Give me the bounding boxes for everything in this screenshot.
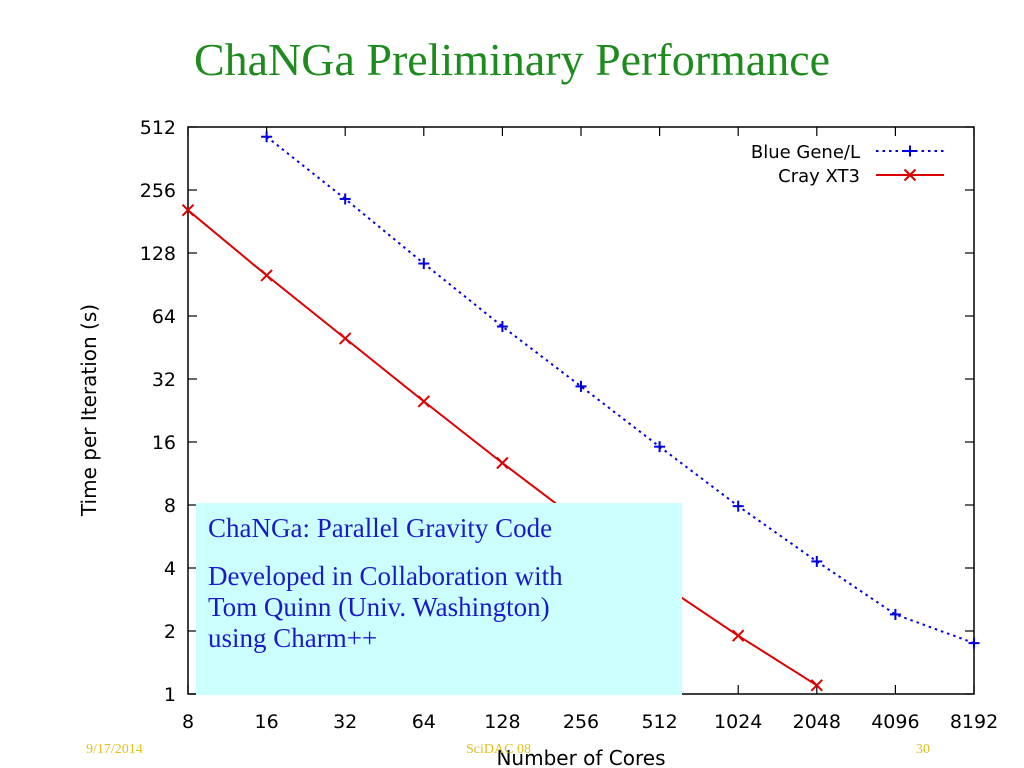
y-tick-label: 4 (164, 558, 176, 580)
legend-label: Blue Gene/L (751, 142, 860, 163)
y-tick-label: 64 (152, 306, 176, 328)
footer-page-number: 30 (916, 742, 930, 757)
x-tick-label: 8 (182, 711, 194, 733)
data-point-blue-gene (261, 131, 273, 143)
y-tick-label: 128 (140, 243, 176, 265)
info-line-4: using Charm++ (208, 623, 378, 653)
data-point-blue-gene (889, 608, 901, 620)
data-point-cray (731, 629, 745, 642)
data-point-blue-gene (968, 637, 980, 649)
x-axis-title: Number of Cores (496, 746, 665, 768)
data-point-cray (338, 332, 352, 345)
footer-date: 9/17/2014 (86, 742, 143, 757)
data-point-blue-gene (732, 500, 744, 512)
x-tick-label: 512 (641, 711, 677, 733)
x-tick-label: 32 (333, 711, 357, 733)
x-tick-label: 256 (563, 711, 599, 733)
y-tick-label: 1 (164, 684, 176, 706)
legend-marker (903, 168, 917, 182)
data-point-blue-gene (654, 441, 666, 453)
y-axis-title: Time per Iteration (s) (77, 304, 101, 517)
y-tick-label: 256 (140, 180, 176, 202)
x-tick-label: 2048 (793, 711, 841, 733)
data-point-cray (181, 203, 195, 217)
footer-event: SciDAC 08 (466, 742, 531, 757)
info-line-1: ChaNGa: Parallel Gravity Code (208, 513, 553, 543)
legend-marker (904, 145, 916, 157)
x-tick-label: 64 (412, 711, 436, 733)
y-tick-label: 2 (164, 621, 176, 643)
data-point-blue-gene (418, 258, 430, 270)
data-point-blue-gene (811, 555, 823, 567)
x-tick-label: 128 (484, 711, 520, 733)
info-line-2: Developed in Collaboration with (208, 561, 563, 591)
info-box: ChaNGa: Parallel Gravity Code Developed … (196, 503, 682, 695)
y-tick-label: 512 (140, 117, 176, 139)
data-point-cray (496, 456, 509, 470)
x-tick-label: 8192 (950, 711, 998, 733)
x-tick-label: 16 (255, 711, 279, 733)
y-tick-label: 32 (152, 369, 176, 391)
data-point-cray (417, 395, 431, 408)
x-tick-label: 1024 (714, 711, 762, 733)
slide-title: ChaNGa Preliminary Performance (193, 34, 831, 85)
y-tick-label: 8 (164, 495, 176, 517)
data-point-cray (260, 269, 273, 282)
data-point-blue-gene (575, 380, 587, 392)
x-tick-label: 4096 (871, 711, 919, 733)
info-line-3: Tom Quinn (Univ. Washington) (208, 592, 550, 622)
series-line-blue-gene (265, 135, 975, 645)
data-point-cray (810, 679, 824, 692)
y-tick-label: 16 (152, 432, 176, 454)
series-markers (181, 131, 980, 692)
data-point-blue-gene (496, 321, 508, 333)
legend-label: Cray XT3 (778, 166, 860, 187)
legend: Blue Gene/L Cray XT3 (751, 142, 944, 187)
data-point-blue-gene (339, 193, 351, 205)
